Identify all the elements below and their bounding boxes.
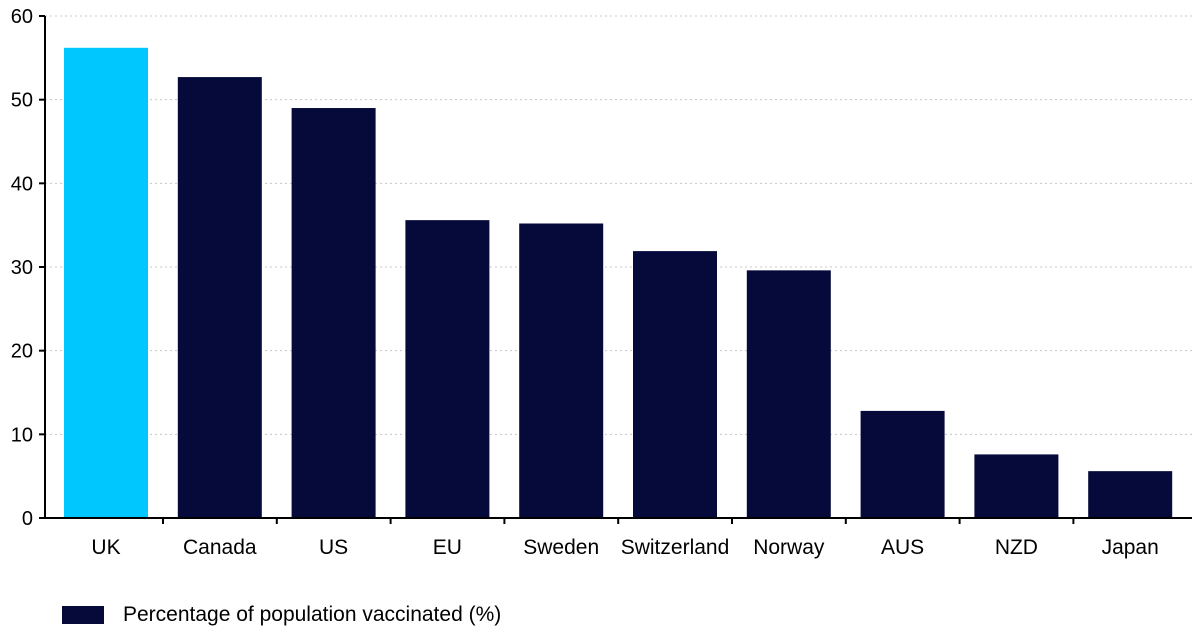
bar-switzerland	[633, 251, 717, 518]
bar-sweden	[519, 223, 604, 518]
y-ticks: 0 10 20 30 40 50 60	[11, 6, 45, 530]
x-tick-label: UK	[91, 536, 120, 559]
x-tick-label: Norway	[753, 536, 825, 559]
x-tick-label: US	[319, 536, 348, 559]
x-tick-label: AUS	[881, 536, 924, 559]
bars	[64, 47, 1173, 519]
y-tick-label: 40	[11, 173, 33, 195]
bar-us	[291, 108, 376, 519]
x-tick-label: Sweden	[523, 536, 599, 559]
bar-chart: 0 10 20 30 40 50 60 UK Canada US EU Sweden Switzerl…	[11, 6, 1192, 559]
x-tick-label: NZD	[995, 536, 1038, 559]
y-tick-label: 60	[11, 6, 33, 28]
x-tick-label: EU	[433, 536, 462, 559]
legend-swatch	[62, 606, 104, 624]
x-labels: UK Canada US EU Sweden Switzerland Norway AUS NZ…	[91, 518, 1159, 559]
y-tick-label: 10	[11, 424, 33, 446]
bar-eu	[405, 220, 490, 518]
y-tick-label: 30	[11, 257, 33, 279]
y-tick-label: 0	[22, 508, 33, 530]
y-tick-label: 20	[11, 341, 33, 363]
legend-label: Percentage of population vaccinated (%)	[123, 603, 502, 626]
bar-nzd	[974, 454, 1059, 518]
bar-norway	[746, 270, 831, 518]
x-tick-label: Japan	[1102, 536, 1159, 559]
bar-japan	[1088, 471, 1173, 518]
x-tick-label: Canada	[183, 536, 257, 559]
legend: Percentage of population vaccinated (%)	[62, 600, 501, 630]
x-tick-label: Switzerland	[621, 536, 730, 559]
bar-uk	[64, 47, 148, 518]
bar-canada	[177, 77, 262, 519]
bar-aus	[860, 410, 945, 518]
y-tick-label: 50	[11, 90, 33, 112]
